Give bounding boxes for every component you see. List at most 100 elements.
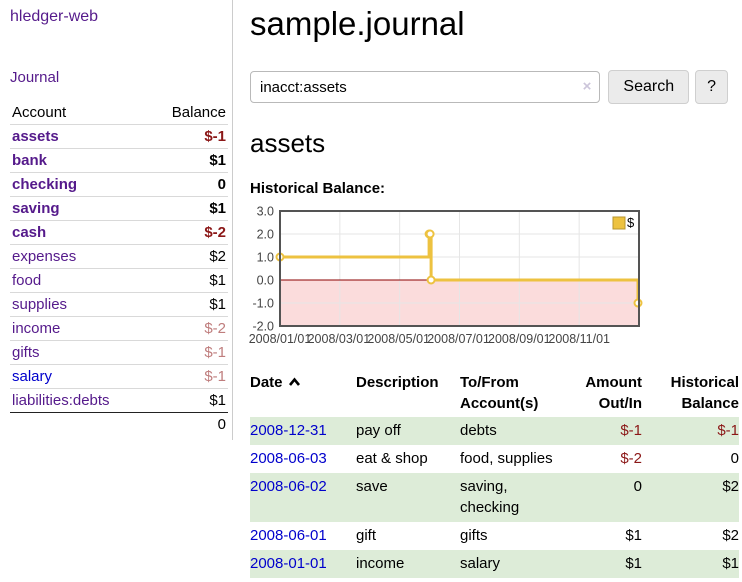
transaction-accounts: saving, checking (460, 478, 520, 516)
sidebar-account-link-supplies[interactable]: supplies (12, 296, 68, 313)
transaction-balance: $1 (722, 555, 739, 572)
search-box: × (250, 71, 601, 103)
transaction-description: eat & shop (356, 450, 428, 467)
account-row: liabilities:debts $1 (10, 388, 228, 413)
sidebar-account-link-expenses[interactable]: expenses (12, 248, 77, 265)
accounts-total-value: 0 (148, 412, 228, 436)
main-content: sample.journal × Search ? assets Histori… (233, 0, 739, 578)
register-header-date[interactable]: Date (250, 370, 348, 417)
sidebar-account-link-food[interactable]: food (12, 272, 42, 289)
sidebar-account-link-cash[interactable]: cash (12, 224, 47, 241)
account-row: income $-2 (10, 316, 228, 341)
account-row: food $1 (10, 268, 228, 293)
accounts-table: Account Balance assets $-1 bank $1 checking 0… (10, 101, 228, 436)
transaction-description: income (356, 555, 405, 572)
register-row: 2008-12-31 pay off debts $-1 $-1 (250, 417, 739, 445)
account-balance: $-1 (148, 364, 228, 389)
sidebar-account-link-income[interactable]: income (12, 320, 61, 337)
register-header-amount: Amount Out/In (585, 374, 642, 412)
account-balance: $-2 (148, 316, 228, 341)
svg-text:-2.0: -2.0 (252, 320, 274, 334)
transaction-accounts: salary (460, 555, 501, 572)
nav-journal-link[interactable]: Journal (10, 69, 60, 86)
search-input[interactable] (260, 73, 590, 101)
transaction-balance: 0 (730, 450, 739, 467)
transaction-amount: $1 (625, 555, 642, 572)
register-header-description: Description (356, 374, 439, 391)
account-balance: $-1 (148, 340, 228, 365)
app-title-link[interactable]: hledger-web (10, 8, 99, 25)
transaction-description: save (356, 478, 388, 495)
register-header-row: Date Description To/From Account(s) Amou… (250, 370, 739, 417)
transaction-accounts: food, supplies (460, 450, 553, 467)
svg-text:-1.0: -1.0 (252, 297, 274, 311)
account-balance: $1 (148, 196, 228, 221)
sidebar-account-link-assets[interactable]: assets (12, 128, 59, 145)
svg-text:2008/03/01: 2008/03/01 (308, 332, 371, 346)
account-row: saving $1 (10, 196, 228, 221)
account-balance: $1 (148, 268, 228, 293)
transaction-amount: 0 (633, 478, 642, 495)
accounts-total-row: 0 (10, 412, 228, 436)
transaction-date-link[interactable]: 2008-06-02 (250, 478, 327, 495)
transaction-accounts: gifts (460, 527, 488, 544)
clear-search-icon[interactable]: × (582, 78, 592, 95)
transaction-balance: $2 (722, 478, 739, 495)
search-button[interactable]: Search (608, 70, 690, 104)
account-row: assets $-1 (10, 124, 228, 149)
svg-text:$: $ (627, 215, 635, 230)
register-table: Date Description To/From Account(s) Amou… (250, 370, 739, 578)
sidebar-account-link-bank[interactable]: bank (12, 152, 48, 169)
account-row: expenses $2 (10, 244, 228, 269)
register-row: 2008-06-02 save saving, checking 0 $2 (250, 473, 739, 522)
accounts-total-spacer (10, 412, 149, 436)
svg-text:2008/11/01: 2008/11/01 (548, 332, 610, 346)
accounts-header-account: Account (12, 104, 67, 121)
sort-asc-icon (288, 372, 301, 393)
transaction-description: gift (356, 527, 377, 544)
register-header-balance: Historical Balance (670, 374, 739, 412)
transaction-date-link[interactable]: 2008-12-31 (250, 422, 327, 439)
account-heading: assets (250, 128, 326, 158)
svg-text:2008/01/01: 2008/01/01 (249, 332, 312, 346)
historical-balance-chart: $3.0 2.0 1.0 0.0 -1.0 -2.02008/01/012008/03/0… (249, 205, 643, 346)
transaction-date-link[interactable]: 2008-06-03 (250, 450, 327, 467)
account-balance: 0 (148, 172, 228, 197)
account-balance: $1 (148, 148, 228, 173)
transaction-balance: $-1 (717, 422, 739, 439)
transaction-date-link[interactable]: 2008-01-01 (250, 555, 327, 572)
sidebar-account-link-checking[interactable]: checking (12, 176, 78, 193)
sidebar-account-link-gifts[interactable]: gifts (12, 344, 40, 361)
chart-label: Historical Balance: (250, 180, 386, 197)
register-row: 2008-06-03 eat & shop food, supplies $-2 0 (250, 445, 739, 473)
help-button[interactable]: ? (695, 70, 728, 104)
sidebar: hledger-web Journal Account Balance asse… (0, 0, 233, 440)
account-row: supplies $1 (10, 292, 228, 317)
register-row: 2008-01-01 income salary $1 $1 (250, 550, 739, 578)
svg-text:2008/09/01: 2008/09/01 (488, 332, 551, 346)
transaction-date-link[interactable]: 2008-06-01 (250, 527, 327, 544)
svg-text:3.0: 3.0 (257, 205, 274, 219)
transaction-amount: $-2 (620, 450, 642, 467)
accounts-header-balance: Balance (171, 104, 226, 121)
account-row: gifts $-1 (10, 340, 228, 365)
accounts-header-row: Account Balance (10, 101, 228, 125)
sidebar-account-link-liabilities-debts[interactable]: liabilities:debts (12, 392, 110, 409)
sidebar-account-link-saving[interactable]: saving (12, 200, 60, 217)
account-row: cash $-2 (10, 220, 228, 245)
sidebar-account-link-salary[interactable]: salary (12, 368, 53, 385)
account-row: bank $1 (10, 148, 228, 173)
register-row: 2008-06-01 gift gifts $1 $2 (250, 522, 739, 550)
account-balance: $2 (148, 244, 228, 269)
account-balance: $1 (148, 292, 228, 317)
search-row: × Search ? (250, 70, 728, 104)
svg-text:2.0: 2.0 (257, 228, 274, 242)
transaction-amount: $-1 (620, 422, 642, 439)
transaction-accounts: debts (460, 422, 497, 439)
account-row: salary $-1 (10, 364, 228, 389)
svg-text:2008/07/01: 2008/07/01 (427, 332, 490, 346)
svg-text:2008/05/01: 2008/05/01 (367, 332, 430, 346)
account-balance: $1 (148, 388, 228, 413)
account-row: checking 0 (10, 172, 228, 197)
